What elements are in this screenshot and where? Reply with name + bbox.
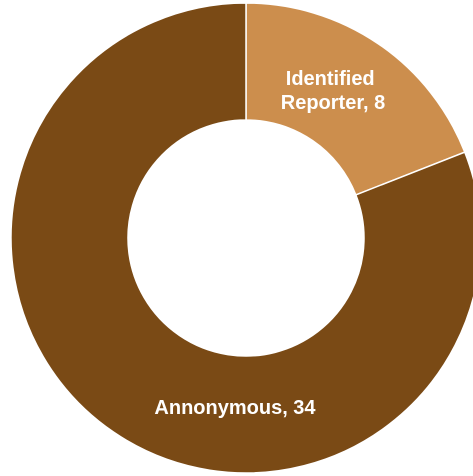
slice-identified-reporter	[245, 2, 466, 196]
data-label-annonymous: Annonymous, 34	[154, 397, 316, 419]
data-label-identified-reporter: Identified Reporter, 8	[281, 68, 385, 114]
slice-annonymous	[10, 2, 473, 474]
data-label-identified-reporter-line1: Identified	[286, 68, 375, 90]
donut-slices	[10, 2, 473, 474]
data-label-identified-reporter-line2: Reporter, 8	[281, 92, 385, 114]
